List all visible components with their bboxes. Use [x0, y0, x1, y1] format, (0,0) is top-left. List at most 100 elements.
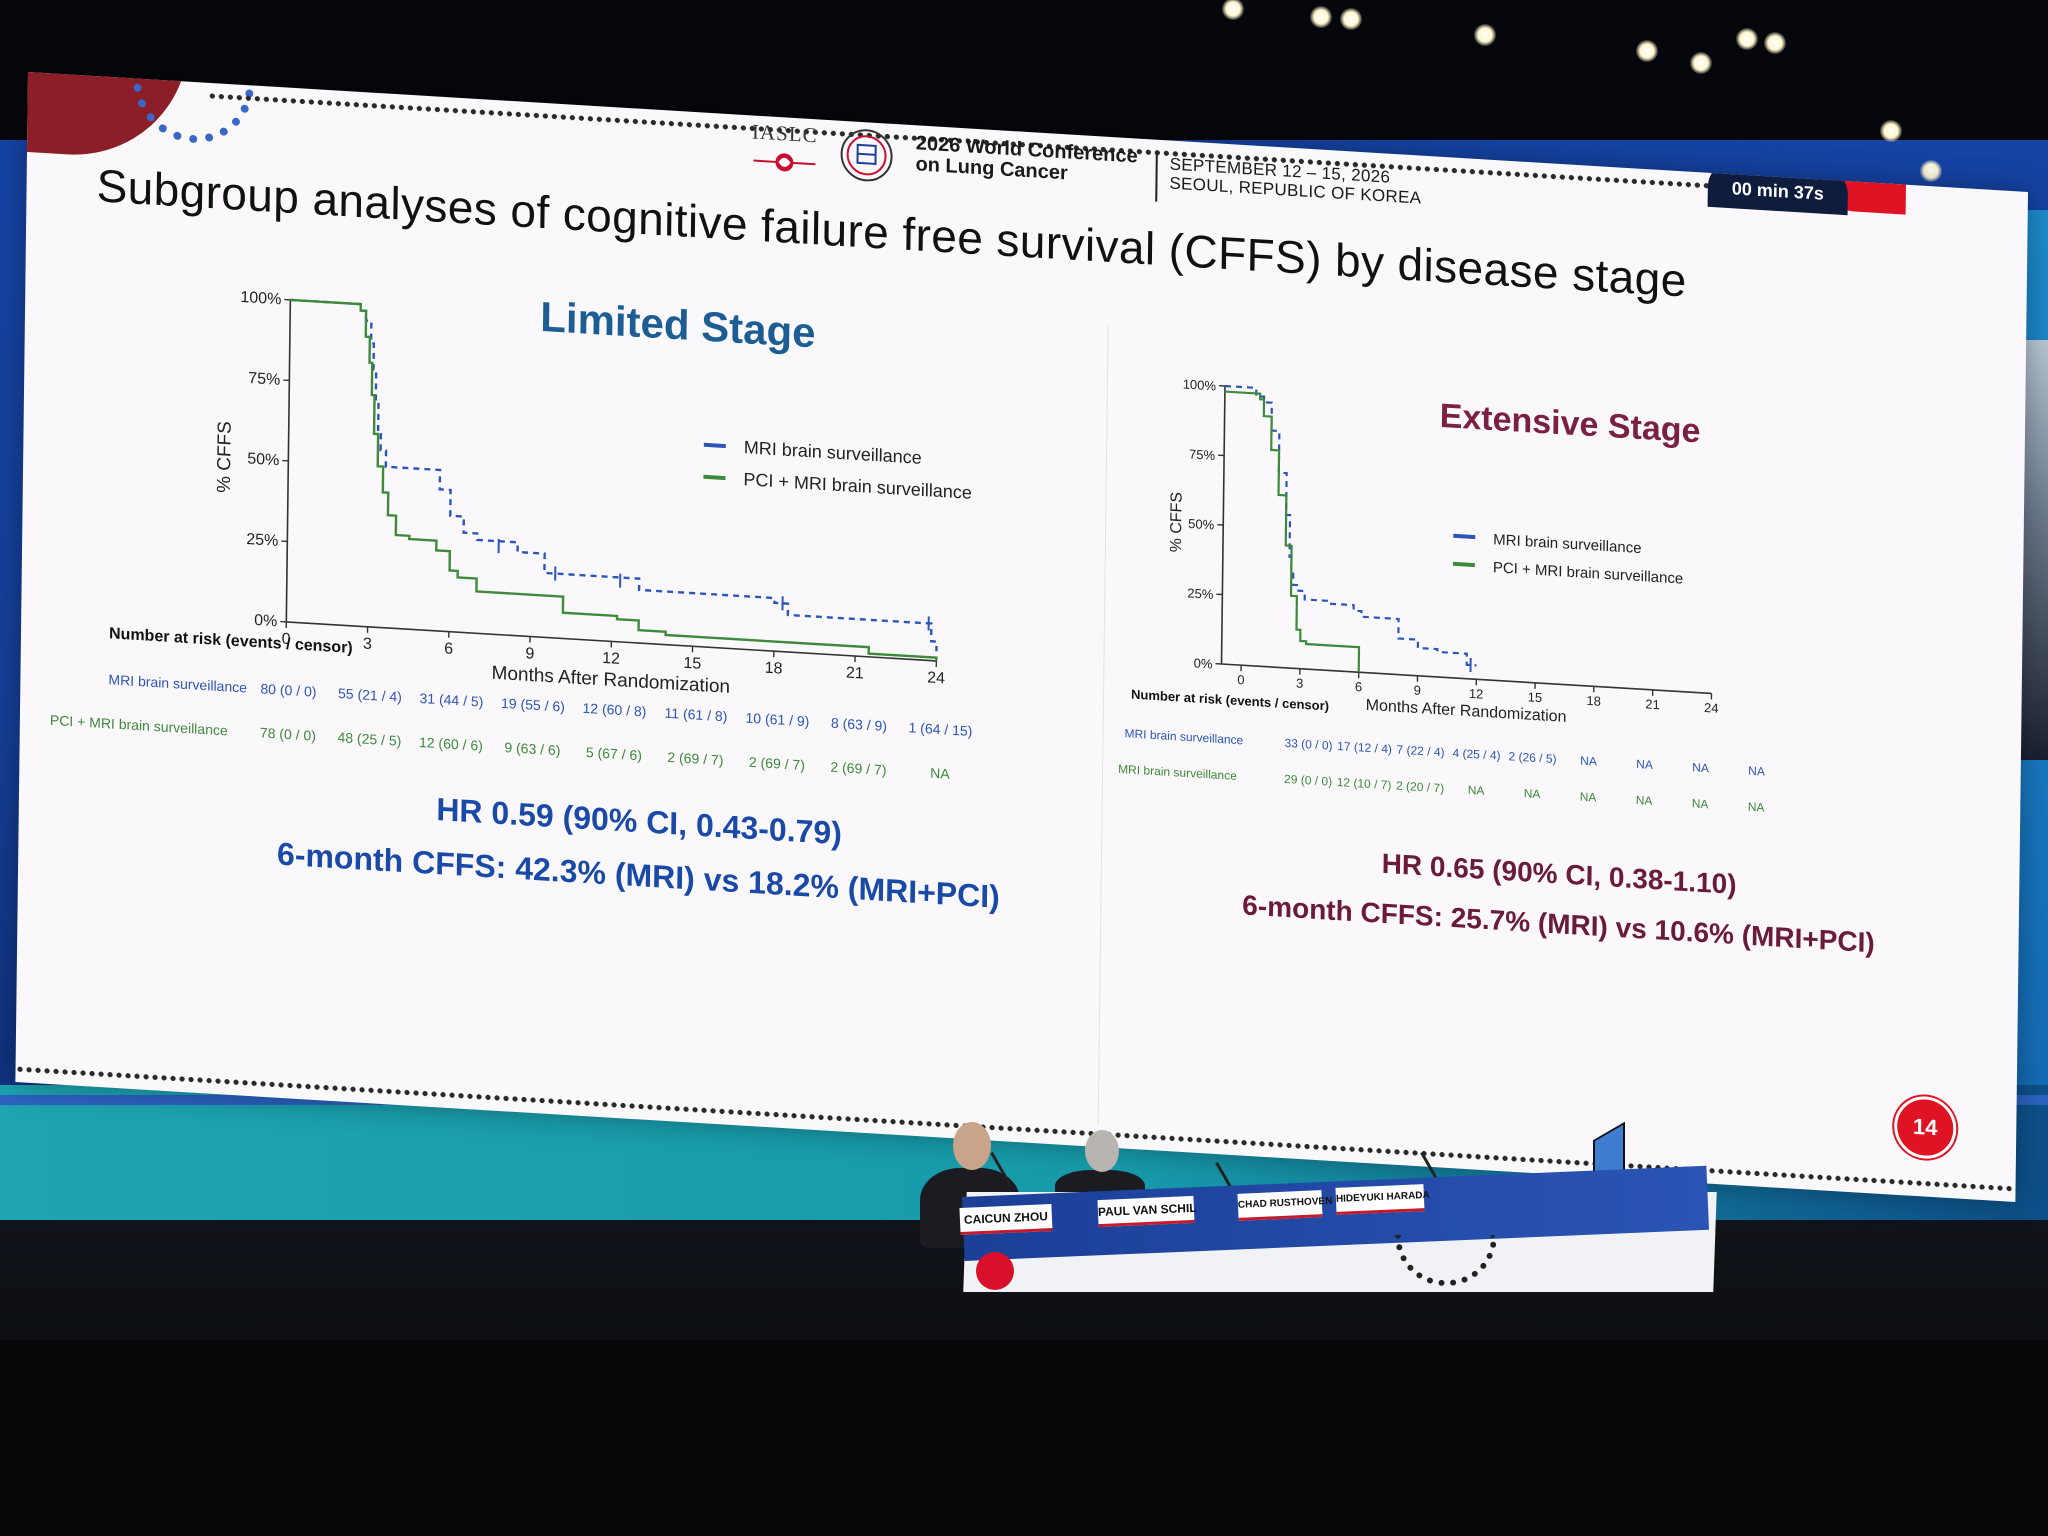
conference-date: SEPTEMBER 12 – 15, 2026 SEOUL, REPUBLIC … [1169, 155, 1429, 209]
risk-row-label: MRI brain surveillance [1118, 761, 1237, 784]
nameplate-chad-rusthoven: CHAD RUSTHOVEN [1237, 1190, 1333, 1221]
y-tick-label: 100% [1183, 376, 1217, 393]
stage-light [1764, 32, 1786, 54]
risk-cell: 1 (64 / 15) [908, 719, 973, 740]
risk-cell: NA [1579, 789, 1597, 805]
x-tick-label: 24 [1704, 700, 1719, 716]
panelist-head [1085, 1130, 1119, 1172]
limited-stage-km-chart: Limited Stage 0% 25% 50% 75% 100% 0 3 6 9 12 15 18 21… [214, 289, 972, 698]
mri-survival-curve [1224, 384, 1477, 667]
risk-cell: 2 (20 / 7) [1396, 778, 1445, 796]
x-tick-label: 12 [1469, 686, 1484, 702]
x-tick-label: 18 [1586, 693, 1601, 709]
risk-cell: 11 (61 / 8) [664, 704, 728, 725]
risk-cell: 80 (0 / 0) [260, 680, 317, 700]
presentation-slide: IASLC 2026 World Conference on Lung Canc… [15, 72, 2028, 1202]
pci-survival-curve [1224, 390, 1361, 673]
risk-cell: 48 (25 / 5) [337, 729, 402, 749]
extensive-stage-km-chart: Extensive Stage 0% 25% 50% 75% 100% 0 3 6 9 12 15 18… [1168, 376, 1719, 725]
risk-cell: 9 (63 / 6) [504, 739, 561, 759]
x-tick-label: 21 [1645, 696, 1660, 712]
x-tick-label: 24 [927, 669, 945, 687]
header-divider [1155, 153, 1158, 202]
legend-swatch [1452, 561, 1475, 568]
y-tick-label: 50% [247, 450, 279, 469]
risk-cell: 10 (61 / 9) [745, 709, 810, 730]
risk-row-label: MRI brain surveillance [108, 671, 248, 696]
risk-cell: NA [1635, 792, 1653, 808]
risk-cell: 31 (44 / 5) [419, 689, 484, 710]
x-tick-label: 3 [1296, 675, 1303, 690]
nameplate-paul-van-schil: PAUL VAN SCHIL [1097, 1195, 1197, 1228]
mri-survival-curve [290, 298, 938, 652]
risk-cell: 12 (60 / 8) [582, 699, 647, 720]
risk-cell: NA [1691, 796, 1709, 812]
slide-number-badge: 14 [1893, 1094, 1957, 1161]
x-tick-label: 15 [1528, 689, 1543, 705]
iaslc-mark-icon [753, 153, 816, 172]
x-tick-label: 9 [1414, 683, 1421, 698]
y-tick-label: 100% [240, 289, 281, 308]
risk-cell: 2 (69 / 7) [830, 758, 887, 778]
conference-seal-icon [840, 129, 893, 182]
x-tick-label: 0 [282, 631, 291, 649]
risk-cell: NA [1580, 753, 1597, 769]
legend-swatch [1453, 533, 1476, 540]
risk-cell: 8 (63 / 9) [830, 714, 888, 734]
risk-cell: 7 (22 / 4) [1396, 742, 1445, 760]
risk-cell: 12 (10 / 7) [1336, 774, 1392, 793]
risk-cell: 78 (0 / 0) [259, 724, 317, 744]
stage-light [1222, 0, 1244, 20]
panelist-head [953, 1122, 991, 1170]
x-axis [1221, 663, 1712, 695]
conference-name: 2026 World Conference on Lung Cancer [915, 132, 1156, 189]
x-tick-label: 6 [1355, 679, 1362, 694]
corner-brand-graphic [15, 72, 190, 162]
x-tick-label: 3 [363, 636, 372, 654]
x-tick-label: 0 [1237, 672, 1244, 687]
risk-cell: NA [1523, 786, 1541, 802]
risk-cell: 12 (60 / 6) [418, 733, 483, 754]
stage-light [1736, 28, 1758, 50]
stage-light [1920, 160, 1942, 182]
risk-cell: 29 (0 / 0) [1284, 771, 1333, 789]
risk-cell: NA [1748, 763, 1765, 779]
risk-row-label: MRI brain surveillance [1124, 726, 1244, 748]
x-tick-label: 18 [765, 660, 783, 678]
stage-light [1690, 52, 1712, 74]
risk-cell: NA [1747, 799, 1765, 815]
legend-swatch [703, 474, 726, 481]
stage-light [1340, 8, 1362, 30]
risk-cell: 55 (21 / 4) [337, 685, 402, 705]
x-tick-label: 15 [683, 655, 701, 673]
nameplate-caicun-zhou: CAICUN ZHOU [959, 1204, 1053, 1235]
risk-cell: 19 (55 / 6) [500, 694, 565, 715]
chart-title: Limited Stage [540, 293, 816, 356]
risk-cell: NA [930, 764, 950, 782]
risk-cell: 33 (0 / 0) [1284, 735, 1333, 753]
x-tick-label: 12 [602, 650, 620, 668]
chart-title: Extensive Stage [1440, 397, 1701, 451]
legend-swatch [703, 442, 726, 449]
stage-light [1880, 120, 1902, 142]
y-axis-label: % CFFS [214, 421, 236, 494]
pci-survival-curve [290, 298, 938, 661]
risk-cell: NA [1692, 760, 1709, 776]
iaslc-logo-text: IASLC [751, 119, 818, 148]
y-tick-label: 25% [246, 531, 278, 550]
risk-cell: 2 (69 / 7) [748, 753, 806, 774]
stage-light [1310, 6, 1332, 28]
y-tick-label: 0% [1194, 655, 1213, 671]
risk-cell: 17 (12 / 4) [1337, 738, 1393, 757]
table-brand-mark [976, 1252, 1014, 1290]
risk-cell: 4 (25 / 4) [1452, 745, 1501, 763]
risk-cell: NA [1636, 756, 1653, 772]
iaslc-logo: IASLC [739, 119, 830, 182]
legend-label: PCI + MRI brain surveillance [743, 469, 972, 503]
legend-label: PCI + MRI brain surveillance [1493, 559, 1684, 587]
x-tick-label: 21 [846, 665, 864, 683]
risk-cell: 2 (69 / 7) [667, 748, 724, 769]
y-axis-label: % CFFS [1168, 492, 1186, 553]
stage-light [1474, 24, 1496, 46]
risk-cell: NA [1467, 782, 1485, 798]
